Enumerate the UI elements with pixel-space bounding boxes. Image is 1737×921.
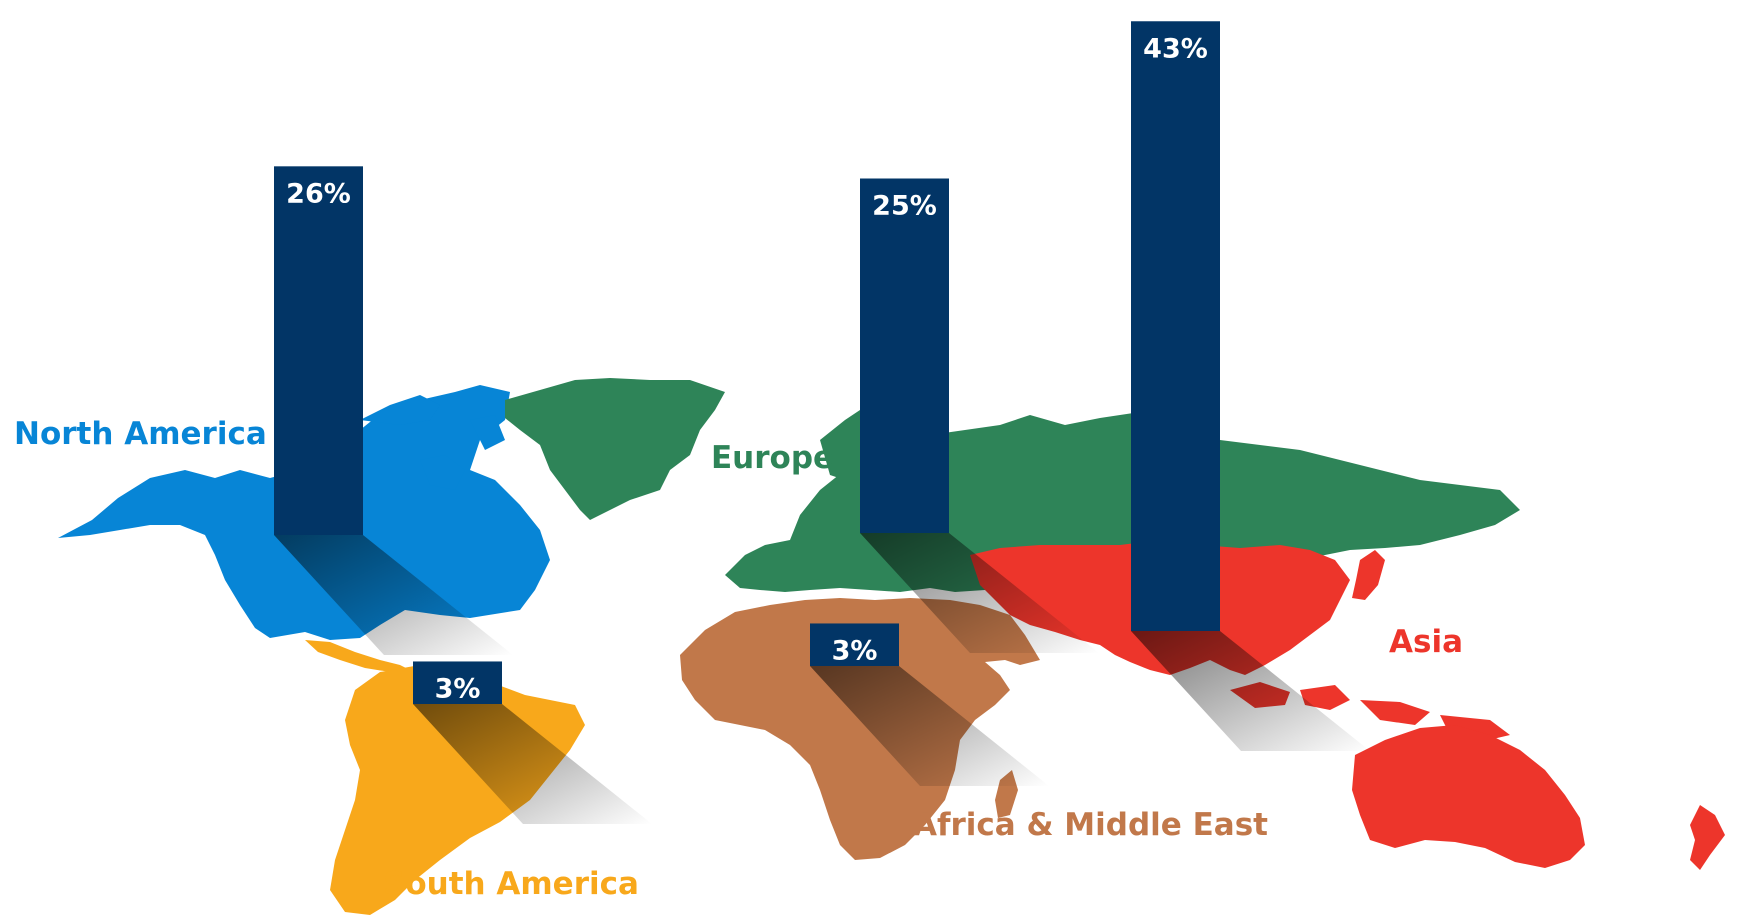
continent-north-america-islands [360, 395, 505, 490]
bar-value-label-europe: 25% [872, 191, 937, 222]
bar-asia [1131, 21, 1220, 631]
bar-shadow-europe [860, 533, 1099, 653]
label-africa-middle-east: Africa & Middle East [913, 807, 1268, 843]
bars-layer: 26% 3% 25% 3% 43% [274, 21, 1370, 824]
label-south-america: South America [383, 866, 639, 902]
region-labels: North America South America Europe Afric… [14, 416, 1463, 902]
continent-scandinavia [820, 410, 870, 480]
continent-japan [1352, 550, 1385, 600]
label-europe: Europe [711, 440, 834, 476]
bar-shadow-asia [1131, 631, 1370, 751]
bar-value-label-south-america: 3% [435, 673, 481, 704]
continent-africa-middle-east [680, 598, 1040, 860]
bar-south-america [413, 661, 502, 704]
bar-shadow-north-america [274, 535, 513, 655]
continent-greenland [505, 378, 725, 520]
bar-value-label-asia: 43% [1143, 33, 1208, 64]
bar-africa-middle-east [810, 623, 899, 666]
continent-central-america [305, 640, 410, 672]
bar-value-label-north-america: 26% [286, 178, 351, 209]
bar-north-america [274, 166, 363, 535]
bar-value-label-africa-middle-east: 3% [832, 635, 878, 666]
label-north-america: North America [14, 416, 267, 452]
label-asia: Asia [1389, 624, 1463, 660]
continent-new-zealand [1690, 805, 1725, 870]
bar-europe [860, 178, 949, 533]
continent-australia [1352, 725, 1585, 868]
bar-shadow-south-america [413, 704, 652, 824]
bar-shadow-africa-middle-east [810, 666, 1049, 786]
